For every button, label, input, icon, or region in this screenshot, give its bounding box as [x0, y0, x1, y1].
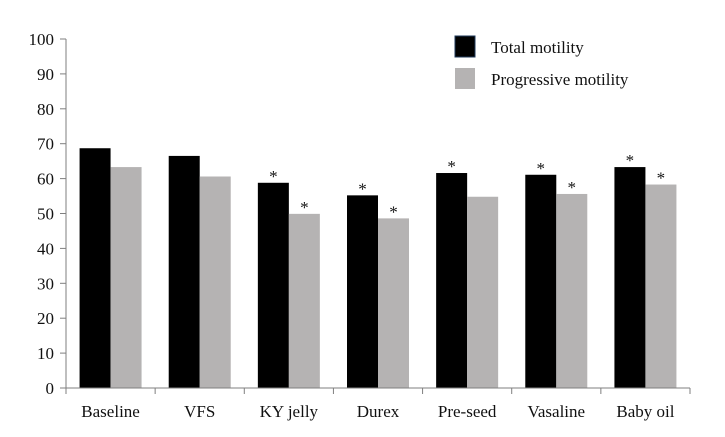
x-category-label: Pre-seed	[438, 402, 497, 421]
bar-progressive	[645, 184, 677, 388]
x-category-label: Baseline	[81, 402, 140, 421]
y-tick-label: 40	[37, 239, 54, 258]
x-category-label: Vasaline	[527, 402, 585, 421]
bar-total	[525, 174, 557, 388]
bar-progressive	[556, 193, 588, 388]
y-tick-label: 70	[37, 135, 54, 154]
y-tick-label: 30	[37, 274, 54, 293]
legend-label-total-motility: Total motility	[491, 38, 584, 57]
y-axis: 0 10 20 30 40 50 60 70 80 90 100	[29, 30, 67, 398]
bar-total	[347, 195, 378, 388]
bar-total	[168, 155, 200, 388]
x-category-label: KY jelly	[260, 402, 319, 421]
bar-progressive	[378, 218, 409, 388]
significance-marker: *	[300, 198, 309, 217]
legend: Total motility Progressive motility	[454, 35, 629, 89]
legend-swatch-progressive-motility	[455, 68, 475, 89]
y-tick-label: 0	[46, 379, 55, 398]
legend-label-progressive-motility: Progressive motility	[491, 70, 629, 89]
x-axis: Baseline VFS KY jelly Durex Pre-seed Vasaline…	[65, 387, 691, 421]
y-tick-label: 20	[37, 309, 54, 328]
y-tick-label: 80	[37, 100, 54, 119]
significance-marker: *	[657, 169, 666, 188]
bar-total	[79, 148, 111, 388]
significance-marker: *	[447, 157, 456, 176]
y-tick-label: 10	[37, 344, 54, 363]
bar-total	[436, 173, 468, 388]
significance-marker: *	[389, 202, 398, 221]
significance-marker: *	[358, 179, 367, 198]
bar-total	[614, 167, 646, 388]
significance-marker: *	[626, 151, 635, 170]
bar-progressive	[199, 176, 231, 388]
significance-marker: *	[269, 167, 278, 186]
y-tick-label: 100	[29, 30, 55, 49]
x-category-label: Baby oil	[616, 402, 674, 421]
bar-total	[257, 182, 289, 388]
x-category-label: Durex	[357, 402, 400, 421]
bar-progressive	[110, 167, 142, 388]
bars: * * * * * * * * *	[79, 148, 677, 388]
y-tick-label: 50	[37, 205, 54, 224]
legend-swatch-total-motility	[454, 35, 476, 58]
y-tick-label: 60	[37, 170, 54, 189]
y-tick-label: 90	[37, 65, 54, 84]
bar-progressive	[467, 196, 499, 388]
significance-marker: *	[537, 159, 546, 178]
x-category-label: VFS	[184, 402, 215, 421]
significance-marker: *	[568, 178, 577, 197]
bar-progressive	[288, 213, 320, 388]
